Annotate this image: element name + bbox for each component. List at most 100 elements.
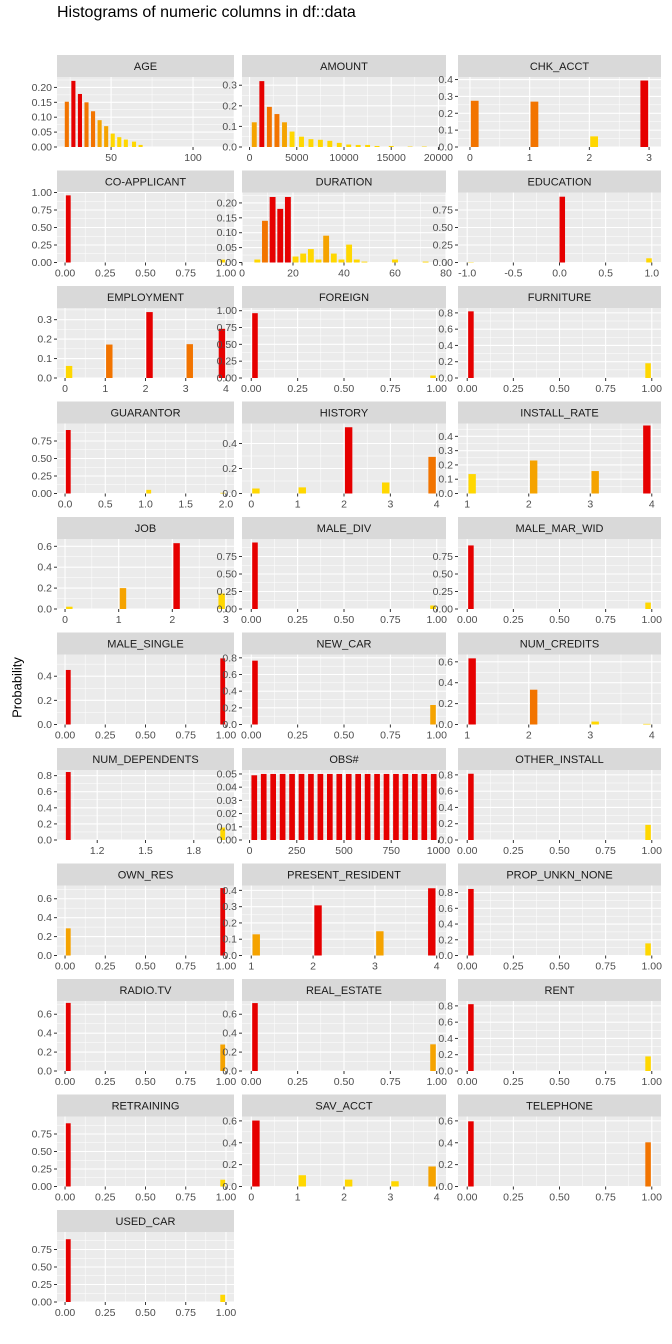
y-tick-label: 0.75 (32, 1244, 53, 1256)
x-tick-label: 1.00 (427, 383, 448, 395)
x-tick-label: 0.00 (55, 1192, 76, 1204)
y-tick-label: 0.2 (37, 1047, 52, 1059)
x-tick-label: 1.00 (216, 1307, 237, 1319)
facet-strip (57, 401, 234, 424)
y-tick-label: 0.6 (438, 656, 453, 668)
y-tick-label: 0.50 (32, 222, 53, 234)
y-tick-label: 0.2 (37, 583, 52, 595)
y-tick-label: 0.6 (222, 1009, 237, 1021)
x-tick-label: 0 (62, 383, 68, 395)
histogram-bar (173, 543, 180, 609)
x-tick-label: 0.25 (287, 730, 308, 742)
x-tick-label: 0 (248, 1192, 254, 1204)
x-tick-label: 1.00 (216, 730, 237, 742)
x-tick-label: 0.0 (552, 268, 567, 280)
y-tick-label: 0.00 (217, 257, 238, 269)
facet-strip-label: OTHER_INSTALL (515, 754, 603, 766)
x-tick-label: 0.50 (334, 730, 355, 742)
y-tick-label: 0.50 (32, 1146, 53, 1158)
facet-strip (458, 55, 661, 77)
x-tick-label: -0.5 (504, 268, 522, 280)
histogram-bar (252, 1120, 260, 1187)
histogram-bar (220, 1179, 226, 1187)
y-tick-label: 0.03 (217, 795, 238, 807)
x-tick-label: 1.00 (427, 1076, 448, 1088)
facet-strip (458, 286, 661, 308)
y-tick-label: 0.0 (438, 835, 453, 847)
histogram-bar (317, 773, 324, 840)
x-tick-label: 3 (587, 499, 593, 511)
y-tick-label: 0.0 (438, 1066, 453, 1078)
facet-panel: HISTORY 0.0 0.2 0.4 0 1 2 3 4 (222, 401, 446, 511)
histogram-bar (345, 773, 352, 840)
x-tick-label: 1.2 (90, 845, 105, 857)
y-tick-label: 0.25 (217, 586, 238, 598)
x-tick-label: 0.75 (595, 1076, 616, 1088)
x-tick-label: 0.25 (95, 730, 116, 742)
x-tick-label: 0.25 (503, 383, 524, 395)
histogram-bar (468, 1121, 474, 1187)
x-tick-label: 0 (239, 268, 245, 280)
facet-panel: SAV_ACCT 0.0 0.2 0.4 0.6 0 1 2 3 4 (222, 1094, 446, 1204)
y-tick-label: 0.75 (32, 436, 53, 448)
facet-strip-label: PRESENT_RESIDENT (287, 870, 401, 882)
histogram-bar (65, 1002, 71, 1071)
y-tick-label: 0.15 (32, 97, 53, 109)
y-tick-label: 0.8 (37, 770, 52, 782)
facet-strip-label: RENT (545, 985, 575, 997)
histogram-bar (298, 1175, 306, 1187)
facet-panel: OBS# 0.00 0.010.020.030.04 0.05 0 250 500 750 10… (217, 748, 450, 857)
facet-strip (458, 170, 661, 193)
x-tick-label: 2 (169, 614, 175, 626)
y-tick-label: 0.2 (222, 463, 237, 475)
x-tick-label: 0.75 (176, 730, 197, 742)
y-tick-label: 0.0 (438, 488, 453, 500)
x-tick-label: 15000 (377, 152, 406, 164)
y-tick-label: 0.05 (217, 242, 238, 254)
x-tick-label: 1.00 (642, 614, 663, 626)
histogram-bar (220, 658, 226, 725)
x-tick-label: 80 (440, 268, 452, 280)
x-tick-label: 2 (526, 499, 532, 511)
x-tick-label: 1.5 (138, 845, 153, 857)
y-tick-label: 0.2 (37, 818, 52, 830)
histogram-bar (365, 144, 371, 147)
y-tick-label: 0.50 (217, 569, 238, 581)
x-tick-label: 0.25 (95, 1307, 116, 1319)
x-tick-label: 0.00 (55, 961, 76, 973)
facet-panel: PRESENT_RESIDENT 0.0 0.1 0.2 0.3 0.4 1 2 3 4 (222, 863, 446, 973)
facet-strip (57, 1210, 234, 1232)
facet-panel: NEW_CAR 0.0 0.2 0.4 0.6 0.8 0.00 0.25 0.50 0.75 1.… (222, 632, 447, 742)
histogram-bar (645, 1056, 651, 1071)
histogram-bar (421, 773, 428, 840)
facet-strip (57, 748, 234, 770)
facet-strip-label: NUM_DEPENDENTS (92, 754, 198, 766)
x-tick-label: 1.00 (216, 1192, 237, 1204)
y-tick-label: 0.50 (32, 1262, 53, 1274)
x-tick-label: 0 (467, 152, 473, 164)
x-tick-label: 0.75 (176, 268, 197, 280)
facet-strip-label: FURNITURE (528, 292, 592, 304)
histogram-bar (338, 259, 345, 263)
facet-strip (242, 170, 446, 193)
x-tick-label: 2 (526, 730, 532, 742)
facet-panel: AMOUNT 0.0 0.1 0.2 0.3 0 5000 10000 15000 20000 (222, 55, 453, 164)
histogram-bar (355, 144, 361, 147)
histogram-bar (591, 471, 599, 494)
x-tick-label: 0.75 (380, 1076, 401, 1088)
histogram-bar (643, 723, 651, 725)
y-tick-label: 0.2 (438, 108, 453, 120)
x-tick-label: 3 (387, 499, 393, 511)
histogram-bar (220, 888, 226, 956)
histogram-bar (344, 1179, 353, 1187)
facet-panel: JOB 0.0 0.2 0.4 0.6 0 1 2 3 (37, 517, 234, 626)
x-tick-label: 1 (464, 499, 470, 511)
histogram-bar (323, 235, 330, 263)
histogram-bar (355, 773, 361, 840)
y-tick-label: 0.2 (37, 931, 52, 943)
histogram-bar (252, 542, 258, 609)
histogram-bar (252, 660, 258, 725)
histogram-bar (327, 773, 333, 840)
histogram-bar (374, 145, 380, 147)
histogram-bar (254, 259, 261, 263)
